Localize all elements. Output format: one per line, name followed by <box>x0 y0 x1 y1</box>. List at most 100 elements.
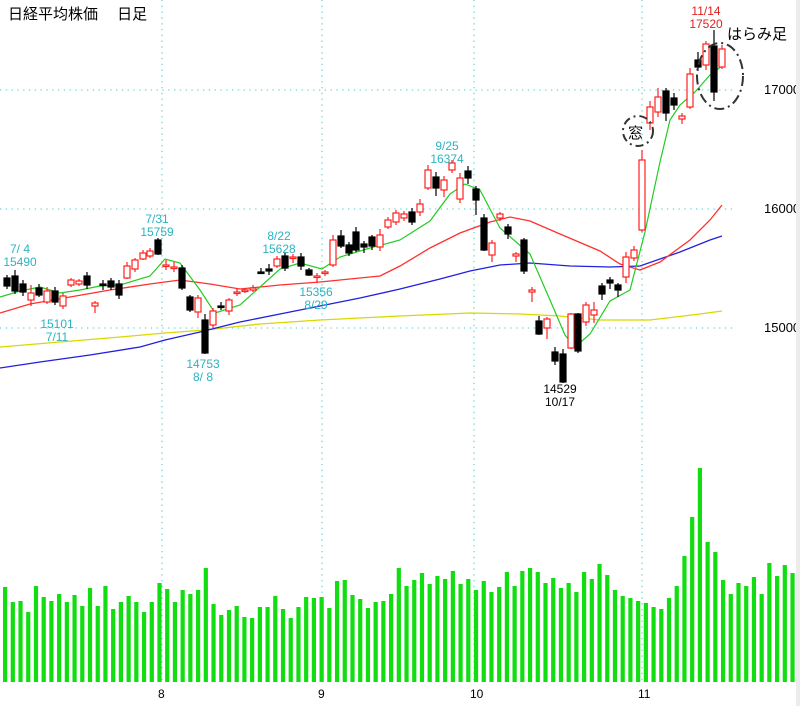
candle-up <box>392 212 400 223</box>
grid-lines <box>0 0 735 684</box>
x-tick-label: 11 <box>638 687 651 701</box>
candle-up <box>488 242 496 256</box>
volume-bar <box>759 594 764 682</box>
candle-up <box>416 203 424 213</box>
y-tick-label: 17000 <box>764 82 800 97</box>
harami-circle <box>696 42 744 110</box>
volume-bar <box>427 584 432 682</box>
period-label: 日足 <box>117 5 148 23</box>
candle-up <box>209 310 217 326</box>
volume-bar <box>358 599 363 682</box>
candle-down <box>614 284 622 291</box>
candle-down <box>670 97 678 106</box>
volume-bar <box>713 552 718 682</box>
candle-up <box>528 289 536 293</box>
x-tick-label: 10 <box>470 687 484 701</box>
candle-down <box>662 90 670 114</box>
candlesticks <box>3 30 726 383</box>
volume-bar <box>211 604 216 682</box>
volume-bar <box>118 602 123 682</box>
volume-bar <box>597 564 602 682</box>
candle-up <box>702 43 710 66</box>
highlight-circles <box>622 42 744 147</box>
volume-bar <box>504 572 509 682</box>
volume-bar <box>543 583 548 682</box>
volume-bar <box>751 577 757 682</box>
candle-up <box>313 275 321 279</box>
candle-up <box>646 106 654 124</box>
window-gap-circle <box>622 115 654 147</box>
volume-bar <box>520 571 525 682</box>
candle-up <box>400 213 408 219</box>
volume-bar <box>381 601 386 682</box>
volume-bar <box>226 610 232 682</box>
candle-down <box>598 285 606 295</box>
candle-down <box>178 267 186 289</box>
volume-bar <box>141 612 147 682</box>
volume-bar <box>605 575 610 682</box>
volume-bar <box>443 579 448 682</box>
volume-bar <box>288 618 293 682</box>
volume-bar <box>705 542 710 682</box>
volume-bar <box>481 581 486 682</box>
volume-bar <box>103 586 108 682</box>
ma5-line <box>0 65 723 348</box>
volume-bar <box>620 596 625 682</box>
price-annotation-aug29: 15356 8/29 <box>299 285 333 312</box>
volume-bar <box>643 603 648 682</box>
candle-up <box>376 234 384 248</box>
candle-up <box>139 252 147 260</box>
volume-bar <box>728 594 733 682</box>
volume-bar <box>280 609 286 682</box>
candle-down <box>83 275 91 286</box>
candle-down <box>480 217 488 251</box>
price-annotation-jul31: 7/31 15759 <box>140 212 174 239</box>
candle-down <box>408 211 416 223</box>
candle-up <box>638 159 646 231</box>
candle-down <box>3 277 11 287</box>
candle-down <box>35 287 43 296</box>
candle-up <box>543 318 551 329</box>
candle-down <box>574 313 582 352</box>
x-tick-label: 9 <box>318 687 325 701</box>
volume-bar <box>589 579 594 682</box>
candle-down <box>472 188 480 201</box>
volume-bar <box>497 587 502 682</box>
candle-up <box>678 115 686 120</box>
volume-bar <box>628 598 633 682</box>
candle-down <box>19 283 27 293</box>
volume-bar <box>690 517 695 682</box>
volume-bar <box>512 586 517 682</box>
volume-bar <box>666 598 672 682</box>
candle-up <box>567 313 575 349</box>
volume-bar <box>682 556 687 682</box>
candle-down <box>107 280 115 288</box>
volume-bar <box>257 607 262 682</box>
volume-bar <box>95 606 100 682</box>
scrollbar-edge <box>796 0 800 706</box>
volume-bar <box>157 583 162 682</box>
volume-bar <box>736 583 741 682</box>
window-gap-note: 窓 <box>628 124 644 142</box>
price-annotation-jul4: 7/ 4 15490 <box>3 242 37 269</box>
candle-down <box>154 239 162 255</box>
candle-up <box>123 265 131 279</box>
candle-up <box>131 259 139 270</box>
candle-up <box>622 256 630 278</box>
volume-bar <box>250 618 255 682</box>
candle-up <box>67 279 75 286</box>
candle-up <box>27 292 35 301</box>
volume-bar <box>319 597 324 682</box>
candle-down <box>51 290 59 303</box>
volume-bar <box>373 602 378 682</box>
candle-up <box>329 239 337 266</box>
chart-title: 日経平均株価 日足 <box>8 3 147 24</box>
volume-bar <box>203 568 208 682</box>
candle-down <box>464 170 472 179</box>
volume-bar <box>720 580 726 682</box>
volume-bar <box>412 580 417 682</box>
volume-bar <box>466 579 471 682</box>
volume-bar <box>10 602 15 682</box>
volume-bar <box>775 576 780 682</box>
volume-bar <box>334 581 340 682</box>
